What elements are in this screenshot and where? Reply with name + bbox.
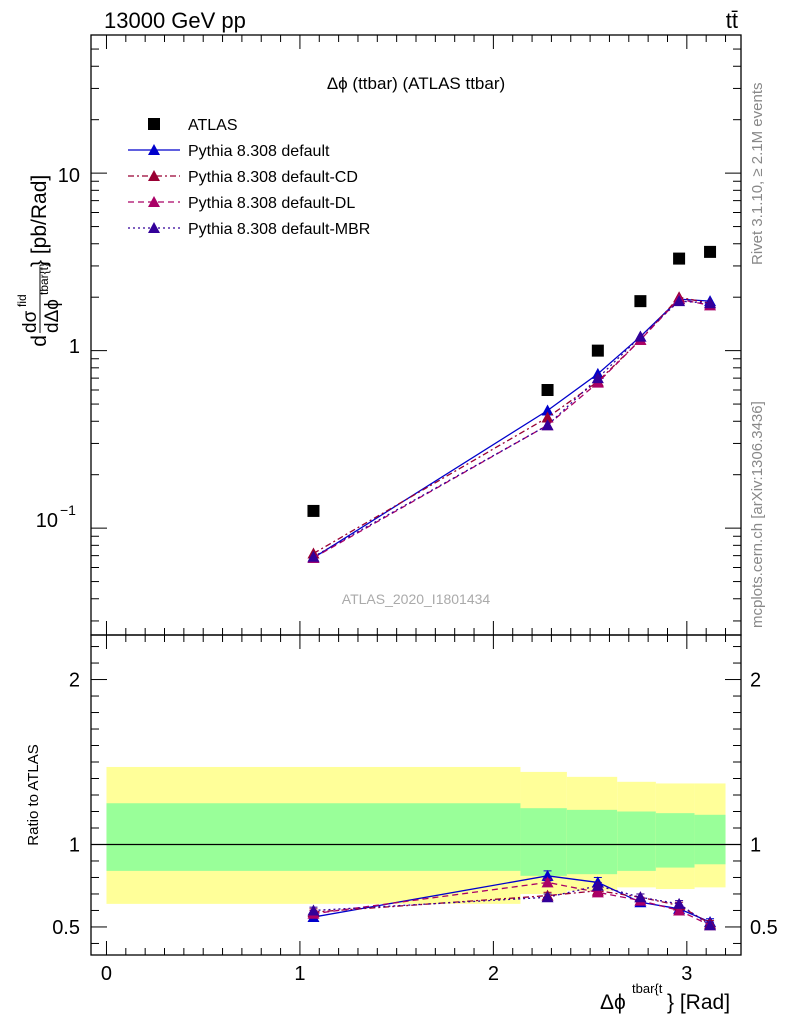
ratio-marker-3 [307, 904, 320, 916]
green-band [106, 803, 521, 871]
xlabel-dphi: Δϕ [600, 991, 626, 1014]
main-ylabel: d dσ fid dΔϕ tbar{t} } [pb/Rad] [15, 175, 63, 347]
ratio-ylabel: Ratio to ATLAS [25, 744, 42, 845]
ratio-marker-3 [673, 897, 686, 909]
atlas-data-point [307, 504, 320, 517]
ratio-marker-2 [591, 886, 604, 898]
main-panel: Δϕ (ttbar) (ATLAS ttbar) ATLAS_2020_I180… [15, 34, 742, 636]
xlabel-rest: } [Rad] [667, 991, 730, 1014]
atlas-data-point [673, 252, 686, 265]
legend-marker [148, 196, 160, 207]
ratio-marker-0 [541, 869, 554, 881]
legend-marker-atlas [148, 118, 160, 130]
series-marker-4 [541, 419, 554, 431]
ratio-marker-3 [541, 891, 554, 903]
legend-label: Pythia 8.308 default-CD [188, 169, 358, 186]
legend-marker [148, 170, 160, 181]
legend-label: Pythia 8.308 default [188, 143, 330, 160]
legend: ATLAS Pythia 8.308 default Pythia 8.308 de… [128, 117, 370, 238]
series-marker-4 [307, 550, 320, 562]
x-tick-label: 3 [681, 963, 692, 985]
header-channel: tt̄ [726, 8, 738, 33]
legend-label: Pythia 8.308 default-DL [188, 195, 355, 212]
ratio-marker-3 [704, 919, 717, 931]
legend-label: Pythia 8.308 default-MBR [188, 221, 370, 238]
series-marker-4 [591, 372, 604, 384]
y-tick-label: 2 [69, 670, 80, 692]
legend-marker [148, 144, 160, 155]
y-tick-label: 1 [69, 834, 80, 856]
ylabel-d: d [28, 335, 51, 347]
rivet-label: Rivet 3.1.10, ≥ 2.1M events [749, 83, 766, 266]
ratio-marker-3 [634, 891, 647, 903]
xlabel-sup: tbar{t [632, 981, 663, 996]
ratio-series-layer [307, 869, 717, 931]
x-tick-label: 2 [488, 963, 499, 985]
green-band [520, 808, 567, 876]
green-band [655, 813, 695, 868]
series-line-3 [313, 298, 711, 559]
y-tick-label-10: 10 [58, 165, 80, 187]
series-marker-4 [634, 330, 647, 342]
y-tick-label-right: 1 [750, 834, 761, 856]
series-marker-1 [541, 404, 554, 416]
ratio-marker-3 [591, 879, 604, 891]
atlas-data-point [634, 295, 647, 308]
ylabel-unit: } [pb/Rad] [28, 175, 51, 267]
x-tick-label: 0 [101, 963, 112, 985]
main-title: Δϕ (ttbar) (ATLAS ttbar) [327, 74, 505, 93]
ratio-line-0 [313, 875, 711, 923]
legend-label: ATLAS [188, 117, 238, 134]
y-tick-label-right: 0.5 [750, 917, 778, 939]
ratio-marker-2 [673, 904, 686, 916]
y-tick-label-0.1-exp: −1 [60, 502, 76, 518]
header-process: 13000 GeV pp [104, 8, 246, 33]
main-series-layer [307, 245, 717, 563]
legend-marker [148, 222, 160, 233]
atlas-data-point [541, 384, 554, 397]
y-tick-label: 0.5 [52, 917, 80, 939]
x-tick-label: 1 [294, 963, 305, 985]
y-tick-label-1: 1 [69, 336, 80, 358]
y-tick-label-right: 2 [750, 670, 761, 692]
ylabel-ddphi: dΔϕ [42, 299, 63, 333]
series-line-1 [313, 298, 711, 559]
ylabel-dsigma: dσ [20, 310, 41, 333]
mcplots-label: mcplots.cern.ch [arXiv:1306.3436] [749, 401, 766, 628]
ratio-axis-ticks: 0 1 2 3 0.5 0.5 1 1 2 2 [52, 635, 778, 985]
atlas-data-point [704, 245, 717, 258]
series-marker-2 [541, 411, 554, 423]
green-band [694, 814, 726, 865]
main-axis-ticks [91, 34, 741, 635]
ratio-xlabel: Δϕ tbar{t } [Rad] [600, 981, 730, 1014]
ratio-panel: 0 1 2 3 0.5 0.5 1 1 2 2 Ratio to ATLAS Δϕ tbar{t … [25, 634, 778, 1014]
ratio-bands [106, 766, 726, 904]
watermark: ATLAS_2020_I1801434 [342, 591, 491, 607]
green-band [566, 809, 618, 875]
series-marker-4 [673, 295, 686, 307]
series-marker-4 [704, 297, 717, 309]
ylabel-fid: fid [15, 294, 29, 307]
series-line-4 [313, 300, 711, 558]
green-band [617, 811, 656, 871]
series-line-2 [313, 296, 711, 555]
ylabel-tbart: tbar{t} [37, 263, 51, 295]
ratio-marker-2 [541, 876, 554, 888]
atlas-data-point [591, 344, 604, 357]
y-tick-label-0.1-base: 10 [36, 510, 58, 532]
